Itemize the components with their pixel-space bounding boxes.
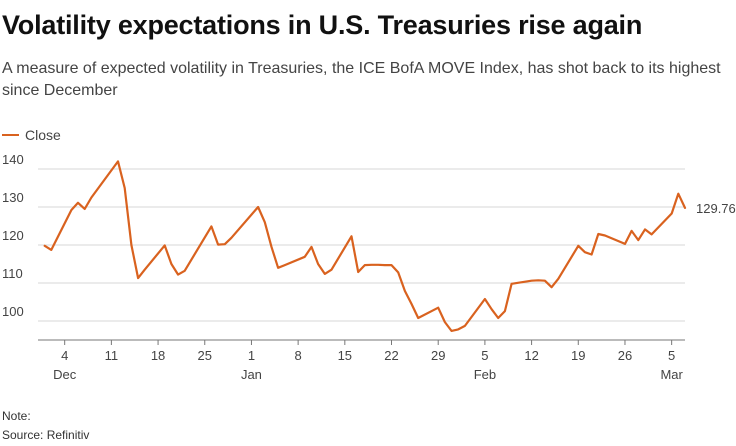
gridlines — [38, 168, 685, 322]
x-month-label-dec: Dec — [53, 367, 77, 382]
legend: Close — [2, 126, 61, 144]
x-tick-label: 5 — [481, 348, 488, 363]
series-line-close — [43, 160, 687, 332]
x-tick-label: 1 — [248, 348, 255, 363]
x-tick-label: 5 — [668, 348, 675, 363]
source-label: Source: Refinitiv — [2, 428, 90, 442]
x-month-label-jan: Jan — [241, 367, 262, 382]
chart-footnote: Note: Source: Refinitiv — [2, 407, 89, 445]
x-tick-label: 15 — [338, 348, 352, 363]
x-tick-label: 26 — [618, 348, 632, 363]
y-tick-label-110: 110 — [2, 266, 23, 281]
legend-label-close: Close — [25, 127, 61, 143]
chart-title: Volatility expectations in U.S. Treasuri… — [2, 10, 643, 40]
x-axis: 4 Dec 11 18 25 1 Jan 8 15 22 29 5 Feb 12 19 26 5 Mar — [38, 339, 685, 382]
x-tick-label: 19 — [571, 348, 585, 363]
x-tick-label: 29 — [431, 348, 445, 363]
x-tick-label: 18 — [151, 348, 165, 363]
x-tick-label: 12 — [524, 348, 538, 363]
y-tick-label-140: 140 — [2, 152, 24, 167]
x-month-label-mar: Mar — [660, 367, 683, 382]
note-label: Note: — [2, 409, 31, 423]
y-tick-label-100: 100 — [2, 304, 24, 319]
y-axis-ticks: 100 110 120 130 140 — [2, 152, 24, 319]
end-value-label-group: 129.76 — [696, 201, 736, 216]
x-tick-label: 11 — [105, 348, 119, 363]
x-tick-label: 25 — [198, 348, 212, 363]
legend-swatch-close — [2, 133, 19, 137]
series-close — [43, 160, 687, 332]
y-tick-label-130: 130 — [2, 190, 24, 205]
chart-subtitle: A measure of expected volatility in Trea… — [2, 60, 721, 99]
y-tick-label-120: 120 — [2, 228, 24, 243]
x-month-label-feb: Feb — [474, 367, 496, 382]
x-tick-label: 22 — [384, 348, 398, 363]
end-value-label: 129.76 — [696, 201, 736, 216]
x-tick-label: 8 — [295, 348, 302, 363]
x-tick-label: 4 — [61, 348, 68, 363]
line-chart: 100 110 120 130 140 4 Dec 11 18 25 1 Jan 8 15 22 29 5 Fe… — [2, 152, 736, 382]
